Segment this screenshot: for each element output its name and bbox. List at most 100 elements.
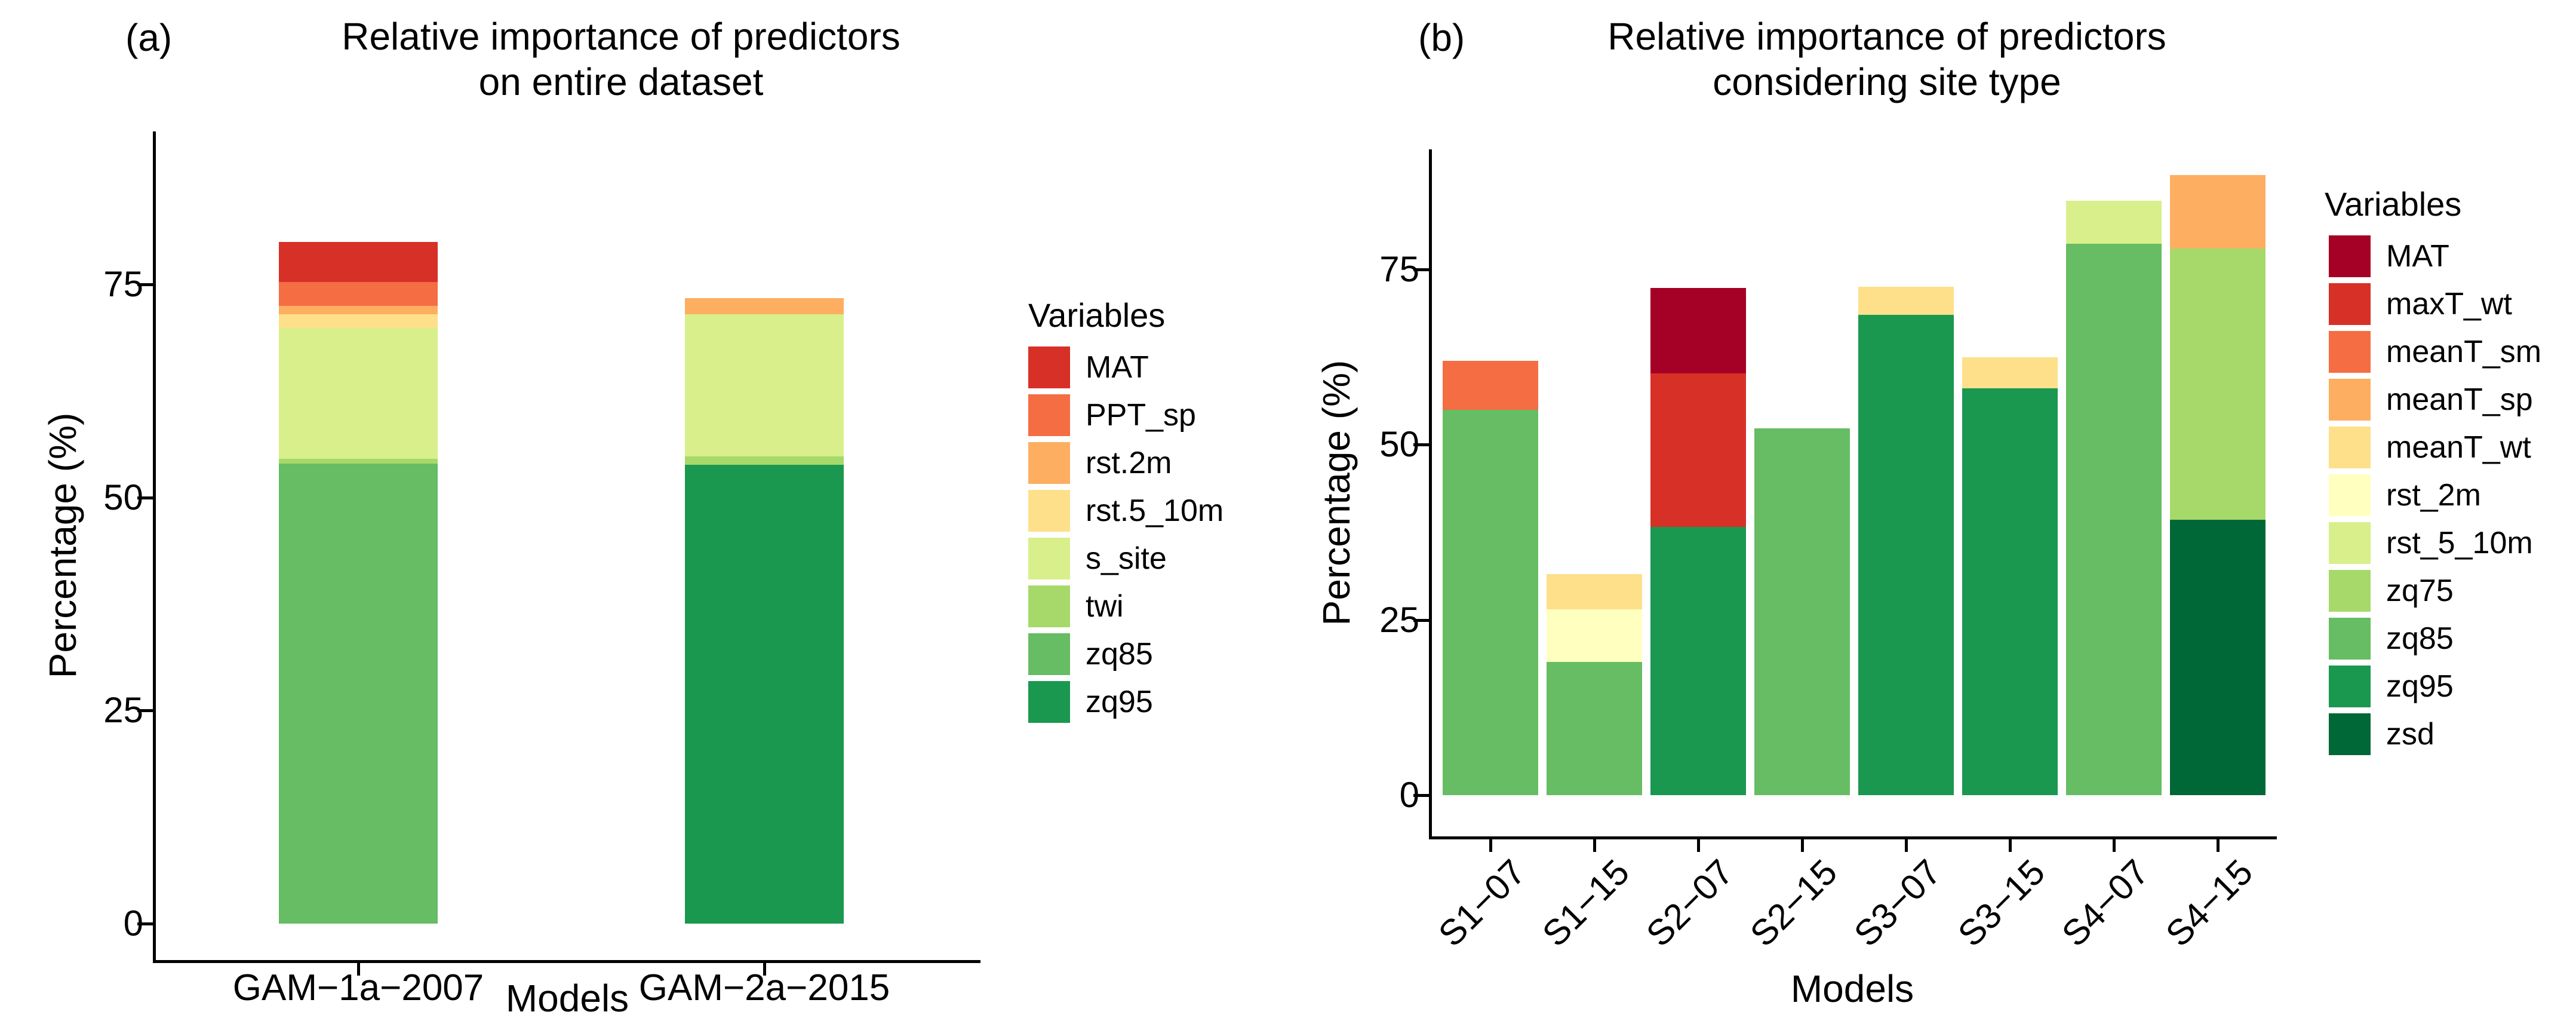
- legend-label-rst.5_10m: rst.5_10m: [1086, 493, 1224, 528]
- bar-segment-s_site: [279, 327, 438, 459]
- bar-segment-meanT_sp: [2170, 174, 2265, 249]
- x-tick-mark: [1593, 836, 1596, 852]
- bar-segment-meanT_wt: [1962, 357, 2058, 389]
- bar-segment-twi: [685, 456, 844, 465]
- bar-segment-rst.2m: [685, 298, 844, 314]
- bar-segment-rst.2m: [279, 305, 438, 314]
- panel-b-legend-title: Variables: [2325, 185, 2462, 223]
- panel-a-title-line2: on entire dataset: [478, 60, 764, 103]
- bar-segment-meanT_wt: [1858, 287, 1954, 315]
- y-tick-label: 0: [123, 903, 143, 943]
- legend-label-meanT_sp: meanT_sp: [2386, 382, 2533, 417]
- y-tick-label: 0: [1399, 775, 1419, 815]
- legend-key-zq95: [2329, 666, 2371, 707]
- panel-b-title-line2: considering site type: [1713, 60, 2061, 103]
- x-tick-label: GAM−1a−2007: [232, 967, 484, 1008]
- bar-segment-zsd: [2170, 519, 2265, 795]
- bar-segment-zq75: [2170, 248, 2265, 520]
- legend-label-zq85: zq85: [1086, 637, 1153, 671]
- legend-key-rst.5_10m: [1028, 490, 1070, 532]
- legend-key-MAT: [1028, 347, 1070, 388]
- y-tick-label: 50: [1379, 424, 1419, 465]
- x-tick-mark: [357, 960, 360, 976]
- legend-key-zq95: [1028, 681, 1070, 723]
- bar-segment-zq85: [1547, 662, 1642, 795]
- bar-segment-twi: [279, 459, 438, 464]
- y-tick-label: 25: [1379, 599, 1419, 640]
- bar-segment-zq95: [1650, 526, 1746, 795]
- legend-key-rst.2m: [1028, 442, 1070, 484]
- legend-label-rst.2m: rst.2m: [1086, 446, 1172, 480]
- panel-a-x-axis-title: Models: [505, 977, 629, 1018]
- panel-a-tag: (a): [125, 16, 173, 59]
- panel-b-x-axis-line: [1429, 836, 2277, 839]
- legend-label-twi: twi: [1086, 589, 1124, 624]
- x-tick-mark: [763, 960, 766, 976]
- legend-label-maxT_wt: maxT_wt: [2386, 287, 2512, 321]
- bar-segment-zq85: [2066, 243, 2162, 795]
- y-tick-mark: [1413, 268, 1429, 272]
- y-tick-label: 50: [103, 477, 143, 517]
- legend-key-meanT_wt: [2329, 427, 2371, 468]
- y-tick-label: 75: [103, 263, 143, 304]
- legend-label-s_site: s_site: [1086, 541, 1167, 576]
- legend-key-rst_2m: [2329, 474, 2371, 516]
- x-tick-mark: [2217, 836, 2220, 852]
- x-tick-mark: [1801, 836, 1804, 852]
- legend-label-meanT_wt: meanT_wt: [2386, 430, 2531, 465]
- y-tick-label: 25: [103, 690, 143, 731]
- bar-segment-zq95: [1858, 315, 1954, 795]
- y-tick-mark: [137, 709, 153, 713]
- bar-segment-rst.5_10m: [279, 314, 438, 328]
- legend-label-PPT_sp: PPT_sp: [1086, 398, 1196, 433]
- x-tick-mark: [2009, 836, 2012, 852]
- legend-label-zq95: zq95: [2386, 669, 2454, 704]
- bar-segment-zq85: [1443, 409, 1538, 795]
- legend-label-zq75: zq75: [2386, 574, 2454, 608]
- y-tick-mark: [137, 283, 153, 286]
- panel-b-y-axis-line: [1429, 149, 1432, 839]
- x-tick-mark: [1489, 836, 1492, 852]
- bar-segment-meanT_sm: [1443, 360, 1538, 410]
- legend-key-MAT: [2329, 235, 2371, 277]
- panel-b-title-line1: Relative importance of predictors: [1607, 15, 2166, 58]
- panel-b-x-axis-title: Models: [1790, 967, 1914, 1010]
- legend-key-zq85: [1028, 633, 1070, 675]
- bar-segment-MAT: [1650, 287, 1746, 373]
- legend-label-zq95: zq95: [1086, 685, 1153, 719]
- legend-label-zsd: zsd: [2386, 717, 2434, 752]
- legend-label-MAT: MAT: [1086, 350, 1149, 385]
- bar-segment-zq85: [279, 463, 438, 924]
- y-tick-mark: [137, 922, 153, 925]
- bar-segment-zq95: [685, 465, 844, 924]
- legend-key-s_site: [1028, 538, 1070, 579]
- y-tick-mark: [1413, 618, 1429, 622]
- legend-key-rst_5_10m: [2329, 522, 2371, 564]
- legend-key-maxT_wt: [2329, 283, 2371, 325]
- bar-segment-meanT_wt: [1547, 574, 1642, 610]
- bar-segment-zq95: [1962, 388, 2058, 795]
- legend-label-rst_2m: rst_2m: [2386, 478, 2481, 513]
- panel-a-y-axis-title: Percentage (%): [41, 412, 84, 679]
- legend-key-meanT_sm: [2329, 331, 2371, 373]
- panel-a-x-axis-line: [153, 960, 980, 963]
- panel-b-tag: (b): [1418, 16, 1465, 59]
- panel-a-legend-title: Variables: [1028, 296, 1166, 334]
- legend-label-zq85: zq85: [2386, 621, 2454, 656]
- y-tick-label: 75: [1379, 249, 1419, 290]
- y-tick-mark: [1413, 794, 1429, 797]
- bar-segment-maxT_wt: [1650, 373, 1746, 527]
- y-tick-mark: [1413, 443, 1429, 447]
- legend-key-meanT_sp: [2329, 379, 2371, 421]
- legend-label-MAT: MAT: [2386, 239, 2449, 274]
- bar-segment-zq85: [1754, 428, 1850, 795]
- legend-key-zsd: [2329, 713, 2371, 755]
- x-tick-mark: [1697, 836, 1700, 852]
- panel-a-y-axis-line: [153, 131, 156, 963]
- x-tick-mark: [2113, 836, 2116, 852]
- bar-segment-s_site: [685, 314, 844, 457]
- legend-key-twi: [1028, 585, 1070, 627]
- x-tick-mark: [1905, 836, 1908, 852]
- bar-segment-rst_2m: [1547, 609, 1642, 663]
- legend-key-PPT_sp: [1028, 394, 1070, 436]
